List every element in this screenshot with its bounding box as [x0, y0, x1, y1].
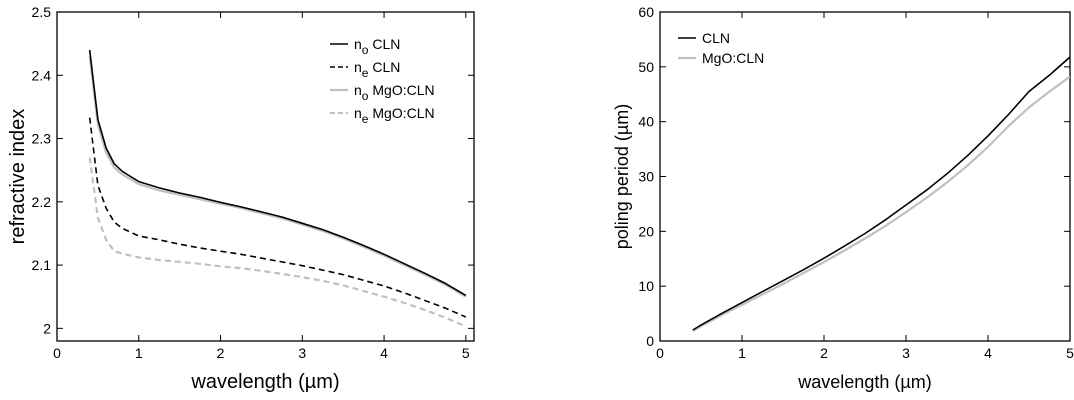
series-line-1 — [88, 49, 467, 297]
y-tick-label: 2 — [43, 320, 51, 336]
legend-label: CLN — [702, 30, 730, 46]
series-line-2 — [692, 75, 1070, 333]
x-tick-label: 0 — [53, 345, 61, 361]
x-tick-label: 5 — [1066, 345, 1074, 361]
y-tick-label: 20 — [638, 223, 654, 239]
legend: CLN MgO:CLN — [678, 30, 764, 66]
x-tick-label: 3 — [902, 345, 910, 361]
series-line-4 — [88, 157, 467, 328]
x-tick-label: 2 — [217, 345, 225, 361]
y-tick-label: 30 — [638, 169, 654, 185]
y-axis-label: poling period (µm) — [612, 104, 632, 249]
x-tick-label: 1 — [738, 345, 746, 361]
y-axis-label: refractive index — [7, 109, 29, 245]
series-line-3 — [88, 56, 467, 298]
legend-label: no CLN — [354, 36, 400, 57]
y-tick-label: 10 — [638, 278, 654, 294]
x-tick-label: 4 — [984, 345, 992, 361]
x-tick-label: 5 — [462, 345, 470, 361]
y-tick-label: 60 — [638, 4, 654, 20]
x-tick-label: 0 — [656, 345, 664, 361]
chart-1: 0 1 2 3 4 5 2 2.1 2.2 2.3 2.4 2.5 wavelength (µm) ref… — [7, 4, 475, 393]
y-tick-label: 2.4 — [32, 67, 52, 83]
x-tick-label: 3 — [298, 345, 306, 361]
legend-label: ne MgO:CLN — [354, 105, 435, 126]
y-tick-label: 2.2 — [32, 194, 52, 210]
x-axis-label: wavelength (µm) — [797, 372, 931, 392]
y-tick-label: 2.5 — [32, 4, 52, 20]
y-tick-label: 50 — [638, 59, 654, 75]
x-axis-label: wavelength (µm) — [190, 371, 339, 393]
series-line-2 — [88, 117, 467, 318]
y-tick-label: 2.3 — [32, 131, 52, 147]
x-tick-label: 4 — [380, 345, 388, 361]
y-tick-label: 2.1 — [32, 257, 52, 273]
y-tick-label: 0 — [646, 333, 654, 349]
x-tick-label: 1 — [135, 345, 143, 361]
legend-label: MgO:CLN — [702, 50, 764, 66]
legend-label: no MgO:CLN — [354, 82, 435, 103]
series-line-1 — [692, 56, 1070, 331]
y-tick-label: 40 — [638, 114, 654, 130]
x-tick-label: 2 — [820, 345, 828, 361]
legend-label: ne CLN — [354, 59, 400, 80]
plot-frame — [56, 11, 475, 342]
